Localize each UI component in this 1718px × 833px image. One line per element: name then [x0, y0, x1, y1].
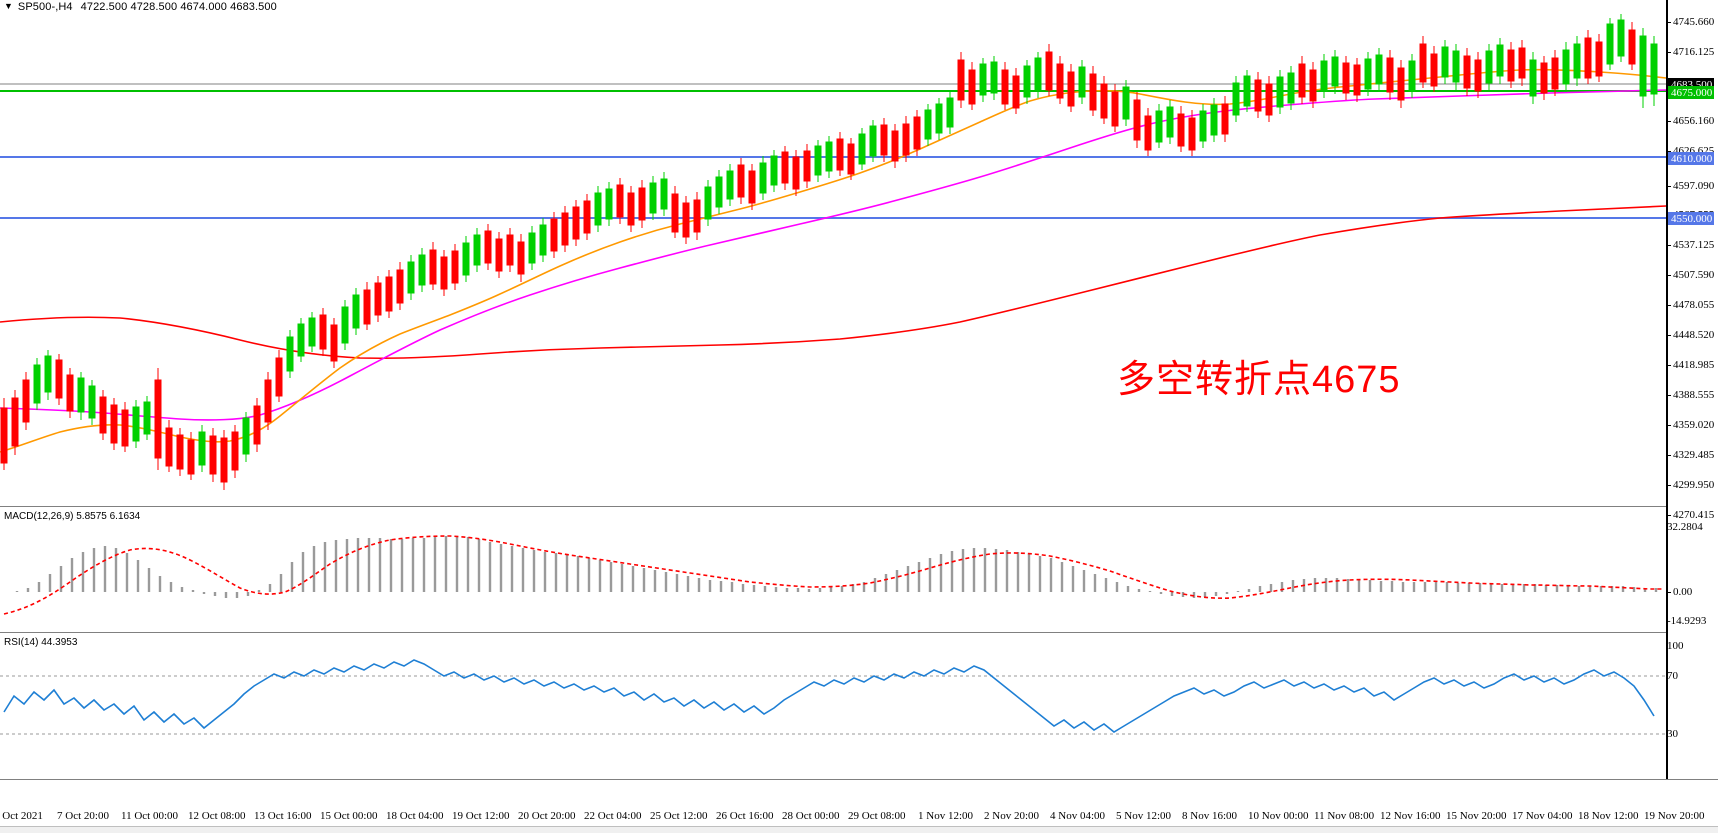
time-label: 13 Oct 16:00	[254, 810, 312, 822]
time-label: 28 Oct 00:00	[782, 810, 840, 822]
time-label: 26 Oct 16:00	[716, 810, 774, 822]
price-chart-svg	[0, 14, 1666, 490]
macd-panel[interactable]	[0, 508, 1666, 632]
time-label: 15 Oct 00:00	[320, 810, 378, 822]
time-label: 1 Nov 12:00	[918, 810, 973, 822]
time-label: 12 Oct 08:00	[188, 810, 246, 822]
ma-mid-line	[0, 89, 1666, 421]
macd-tick: 0.00	[1667, 586, 1692, 598]
macd-tick: 32.2804	[1667, 520, 1703, 533]
time-label: 11 Nov 08:00	[1314, 810, 1375, 822]
price-tick: 4656.160	[1667, 115, 1714, 127]
price-panel[interactable]	[0, 0, 1666, 505]
time-label: 6 Oct 2021	[0, 810, 43, 822]
time-label: 8 Nov 16:00	[1182, 810, 1237, 822]
price-tick: 4299.950	[1667, 479, 1714, 491]
macd-histogram	[15, 536, 1658, 598]
macd-signal-line	[3, 535, 1662, 615]
macd-chart-svg	[0, 508, 1666, 632]
price-tick: 4507.590	[1667, 269, 1714, 281]
price-scale[interactable]: 4745.660 4716.125 4656.160 4626.625 4597…	[1666, 0, 1718, 779]
rsi-tick: 100	[1667, 639, 1684, 652]
time-label: 7 Oct 20:00	[57, 810, 109, 822]
time-label: 11 Oct 00:00	[121, 810, 179, 822]
level-4675-badge: 4675.000	[1668, 86, 1715, 99]
price-tick: 4537.125	[1667, 239, 1714, 251]
price-tick: 4448.520	[1667, 329, 1714, 341]
time-label: 19 Nov 20:00	[1644, 810, 1705, 822]
price-tick: 4418.985	[1667, 359, 1714, 371]
price-tick: 4329.485	[1667, 449, 1714, 461]
time-label: 18 Oct 04:00	[386, 810, 444, 822]
time-label: 29 Oct 08:00	[848, 810, 906, 822]
ma-slow-line	[0, 205, 1666, 360]
rsi-chart-svg	[0, 634, 1666, 779]
price-tick: 4388.555	[1667, 389, 1714, 401]
time-label: 18 Nov 12:00	[1578, 810, 1639, 822]
price-tick: 4270.415	[1667, 509, 1714, 521]
time-label: 12 Nov 16:00	[1380, 810, 1441, 822]
level-4610-badge: 4610.000	[1668, 152, 1715, 165]
macd-panel-divider	[0, 506, 1718, 507]
rsi-tick: 70	[1667, 669, 1678, 682]
macd-title: MACD(12,26,9) 5.8575 6.1634	[4, 511, 141, 522]
caret-down-icon[interactable]: ▼	[4, 1, 13, 11]
price-tick: 4626.625	[1667, 145, 1714, 157]
rsi-title: RSI(14) 44.3953	[4, 637, 78, 648]
time-label: 17 Nov 04:00	[1512, 810, 1573, 822]
time-label: 25 Oct 12:00	[650, 810, 708, 822]
chart-header: ▼ SP500-,H4 4722.500 4728.500 4674.000 4…	[0, 0, 277, 13]
status-bar	[0, 826, 1718, 833]
time-label: 15 Nov 20:00	[1446, 810, 1507, 822]
macd-tick: -14.9293	[1667, 614, 1707, 627]
time-label: 19 Oct 12:00	[452, 810, 510, 822]
price-tick: 4478.055	[1667, 299, 1714, 311]
rsi-panel-divider	[0, 632, 1718, 633]
rsi-tick: 30	[1667, 727, 1678, 740]
level-4550-badge: 4550.000	[1668, 212, 1715, 225]
ma-fast-line	[0, 68, 1666, 453]
price-tick: 4359.020	[1667, 419, 1714, 431]
symbol-label: SP500-,H4	[17, 0, 73, 13]
ohlc-values: 4722.500 4728.500 4674.000 4683.500	[80, 0, 277, 13]
price-tick: 4597.090	[1667, 180, 1714, 192]
time-label: 4 Nov 04:00	[1050, 810, 1105, 822]
chart-annotation: 多空转折点4675	[1117, 359, 1401, 401]
time-label: 2 Nov 20:00	[984, 810, 1039, 822]
rsi-panel[interactable]	[0, 634, 1666, 779]
time-label: 20 Oct 20:00	[518, 810, 576, 822]
time-label: 10 Nov 00:00	[1248, 810, 1309, 822]
price-tick: 4745.660	[1667, 16, 1714, 28]
time-axis[interactable]: 6 Oct 2021 7 Oct 20:00 11 Oct 00:00 12 O…	[0, 779, 1718, 833]
time-label: 5 Nov 12:00	[1116, 810, 1171, 822]
rsi-line	[3, 659, 1655, 733]
candlestick-series	[0, 14, 1658, 490]
price-tick: 4716.125	[1667, 46, 1714, 58]
time-label: 22 Oct 04:00	[584, 810, 642, 822]
